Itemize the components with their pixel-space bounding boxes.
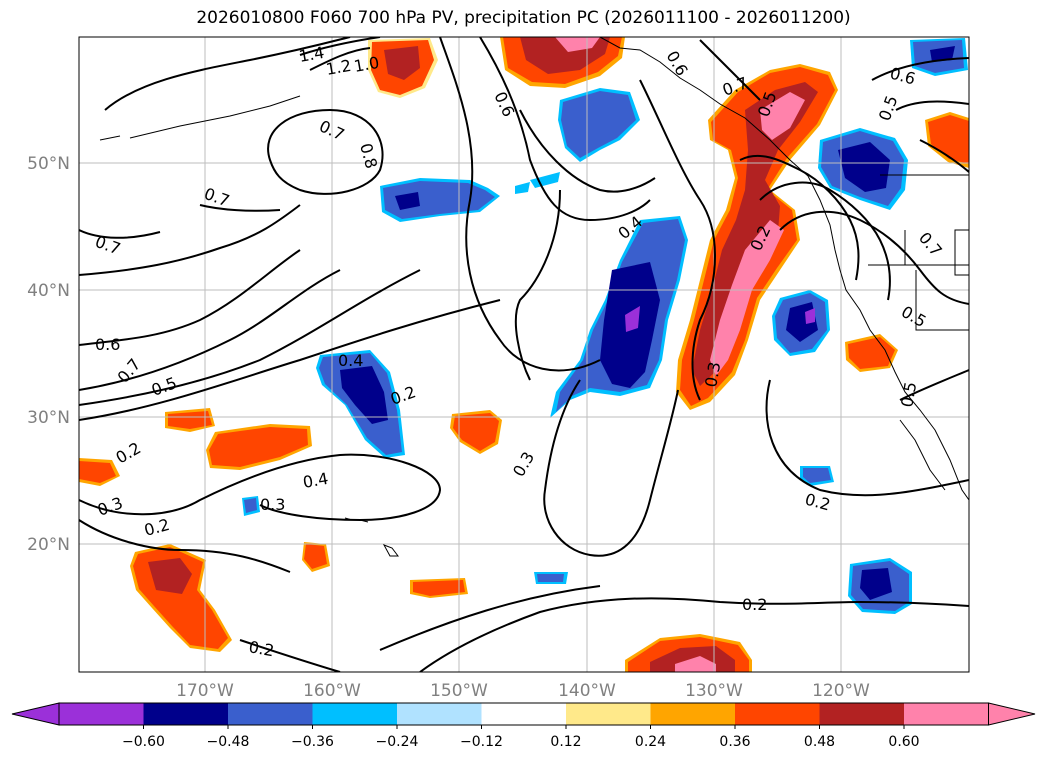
colorbar-tick-label: 0.60 xyxy=(888,734,919,750)
precip-blob-north-red xyxy=(368,38,438,98)
contour-label: 0.5 xyxy=(897,380,920,408)
graticule xyxy=(79,37,969,672)
contour-label: 0.3 xyxy=(701,360,724,388)
colorbar-extend-max xyxy=(988,702,1036,726)
colorbar-segment xyxy=(228,703,313,725)
lon-label: 150°W xyxy=(430,681,488,701)
map-border xyxy=(78,36,970,673)
colorbar-extend-min xyxy=(11,702,60,726)
colorbar-tick-label: −0.24 xyxy=(376,734,419,750)
map-title: 2026010800 F060 700 hPa PV, precipitatio… xyxy=(196,8,851,28)
colorbar-segment xyxy=(143,703,228,725)
colorbar: −0.60 −0.48 −0.36 −0.24 −0.12 0.12 0.24 … xyxy=(11,702,1036,750)
colorbar-segment xyxy=(312,703,397,725)
lat-label: 50°N xyxy=(27,154,70,174)
lon-label: 120°W xyxy=(812,681,870,701)
precip-blob-blue-subtropical xyxy=(316,350,405,458)
contour-label: 1.2 xyxy=(324,56,352,79)
precip-blob-red-frontal-band xyxy=(676,64,838,410)
lat-label: 30°N xyxy=(27,408,70,428)
colorbar-segment xyxy=(481,703,566,725)
contour-label: 0.2 xyxy=(247,637,275,660)
colorbar-tick-label: −0.36 xyxy=(291,734,334,750)
colorbar-segment xyxy=(566,703,651,725)
longitude-labels: 170°W 160°W 150°W 140°W 130°W 120°W xyxy=(176,681,870,701)
colorbar-tick-label: 0.36 xyxy=(719,734,750,750)
colorbar-segment xyxy=(650,703,735,725)
contour-label: 0.4 xyxy=(338,351,363,370)
colorbar-tick-label: 0.24 xyxy=(635,734,666,750)
colorbar-tick-label: −0.60 xyxy=(122,734,165,750)
precip-blob-blue-gulf xyxy=(558,88,640,162)
lon-label: 160°W xyxy=(303,681,361,701)
pv-contours xyxy=(79,37,969,672)
colorbar-segment xyxy=(59,703,144,725)
colorbar-tick-label: −0.12 xyxy=(460,734,503,750)
lat-label: 20°N xyxy=(27,535,70,555)
contour-label: 1.4 xyxy=(297,43,325,66)
precipitation-anomaly-layer xyxy=(79,37,969,672)
contour-label: 0.6 xyxy=(95,335,120,354)
colorbar-segment xyxy=(904,703,989,725)
colorbar-segment xyxy=(397,703,482,725)
contour-label: 1.0 xyxy=(352,53,380,76)
precip-blob-blue-california xyxy=(772,290,830,356)
contour-label: 0.2 xyxy=(742,595,767,614)
colorbar-segment xyxy=(819,703,904,725)
coastlines xyxy=(99,37,969,557)
latitude-labels: 50°N 40°N 30°N 20°N xyxy=(27,154,70,555)
contour-label: 0.4 xyxy=(301,469,329,492)
colorbar-tick-label: 0.12 xyxy=(550,734,581,750)
colorbar-segment xyxy=(735,703,820,725)
precip-blob-blue-central xyxy=(550,216,688,418)
contour-label: 0.3 xyxy=(260,495,285,514)
precip-blob-blue-north-pacific xyxy=(380,178,500,222)
lon-label: 130°W xyxy=(685,681,743,701)
lat-label: 40°N xyxy=(27,281,70,301)
colorbar-tick-label: −0.48 xyxy=(207,734,250,750)
lon-label: 170°W xyxy=(176,681,234,701)
lon-label: 140°W xyxy=(558,681,616,701)
colorbar-tick-label: 0.48 xyxy=(804,734,835,750)
precip-blob-red-southwest xyxy=(130,544,232,652)
